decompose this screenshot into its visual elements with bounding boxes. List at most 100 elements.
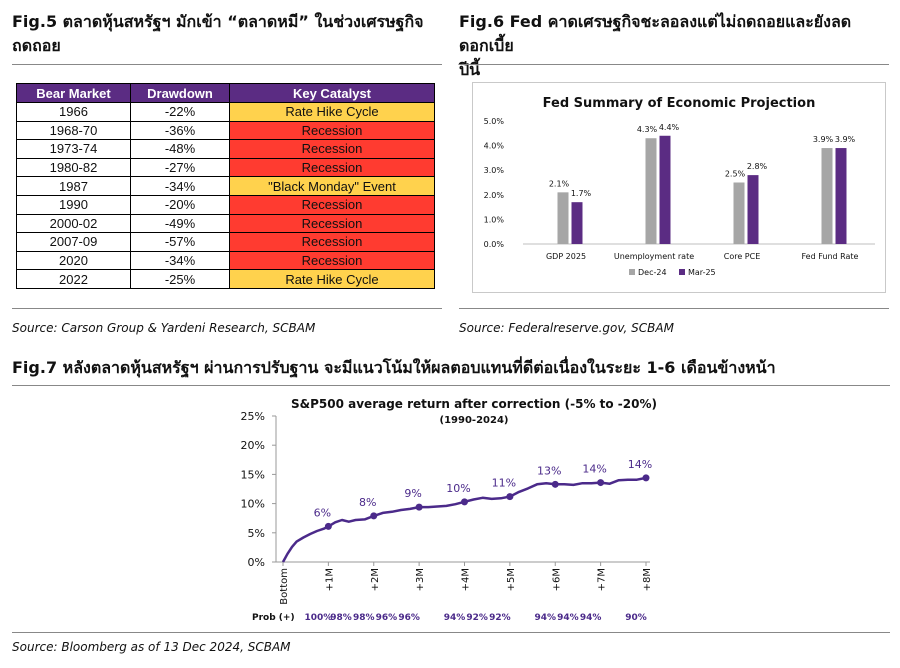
prob-value: 94% [557, 613, 579, 623]
prob-value: 94% [444, 613, 466, 623]
table-row: 2020 -34% Recession [16, 250, 435, 271]
header-drawdown: Drawdown [130, 83, 230, 103]
fed-y-tick-label: 0.0% [484, 240, 505, 249]
fed-x-category-label: Fed Fund Rate [802, 252, 859, 261]
sp500-marker-label: 10% [446, 482, 470, 495]
table-row: 1987 -34% "Black Monday" Event [16, 176, 435, 196]
fig5-source: Source: Carson Group & Yardeni Research,… [12, 321, 316, 335]
fed-bar-dec-24 [557, 192, 569, 244]
cell-drawdown: -48% [130, 139, 230, 159]
prob-value: 92% [489, 613, 511, 623]
fed-bar-dec-24 [821, 148, 833, 244]
cell-catalyst: Recession [229, 194, 435, 215]
sp500-marker-label: 14% [582, 463, 606, 476]
table-row: 2007-09 -57% Recession [16, 232, 435, 252]
cell-period: 1968-70 [16, 120, 131, 141]
table-row: 1980-82 -27% Recession [16, 157, 435, 178]
fed-bar-data-label: 4.4% [659, 123, 680, 132]
fed-bar-data-label: 3.9% [835, 135, 856, 144]
cell-period: 2007-09 [16, 232, 131, 252]
fig6-title-rule [459, 64, 889, 65]
sp500-marker-label: 11% [492, 477, 516, 490]
prob-row-label: Prob (+) [252, 613, 295, 623]
table-body: 1966 -22% Rate Hike Cycle 1968-70 -36% Recess… [16, 102, 435, 289]
fed-legend-swatch [679, 269, 685, 275]
cell-period: 1990 [16, 194, 131, 215]
cell-drawdown: -34% [130, 250, 230, 271]
prob-value: 96% [398, 613, 420, 623]
cell-drawdown: -25% [130, 269, 230, 289]
sp500-x-tick-label: +8M [642, 568, 653, 591]
table-row: 1973-74 -48% Recession [16, 139, 435, 159]
bear-market-table: Bear Market Drawdown Key Catalyst 1966 -2… [16, 83, 435, 289]
table-row: 2000-02 -49% Recession [16, 213, 435, 234]
cell-drawdown: -20% [130, 194, 230, 215]
sp500-y-tick-label: 0% [248, 556, 265, 569]
fig6-source: Source: Federalreserve.gov, SCBAM [459, 321, 674, 335]
fig6-title-line1: Fig.6 Fed คาดเศรษฐกิจชะลอลงแต่ไม่ถดถอยแล… [459, 12, 852, 55]
sp500-marker [415, 503, 423, 511]
header-key-catalyst: Key Catalyst [229, 83, 435, 103]
sp500-y-tick-label: 20% [241, 439, 265, 452]
cell-catalyst: "Black Monday" Event [229, 176, 435, 196]
cell-drawdown: -22% [130, 102, 230, 122]
fed-bar-dec-24 [645, 138, 657, 244]
fed-bar-data-label: 2.5% [725, 170, 746, 179]
fed-bar-mar-25 [835, 148, 847, 244]
cell-period: 1980-82 [16, 157, 131, 178]
cell-period: 2020 [16, 250, 131, 271]
sp500-marker [551, 480, 559, 488]
sp500-marker [461, 498, 468, 506]
fig5-title: Fig.5 ตลาดหุ้นสหรัฐฯ มักเข้า “ตลาดหมี” ใ… [12, 10, 442, 58]
cell-catalyst: Recession [229, 213, 435, 234]
table-row: 1966 -22% Rate Hike Cycle [16, 102, 435, 122]
fed-bar-data-label: 1.7% [571, 189, 592, 198]
sp500-marker-label: 9% [404, 487, 421, 500]
fed-projection-chart: Fed Summary of Economic Projection 0.0% 1… [484, 96, 875, 277]
prob-value: 100% [304, 613, 332, 623]
cell-period: 2000-02 [16, 213, 131, 234]
cell-catalyst: Recession [229, 250, 435, 271]
fig7-source: Source: Bloomberg as of 13 Dec 2024, SCB… [12, 640, 291, 654]
cell-drawdown: -36% [130, 120, 230, 141]
fed-x-category-label: Core PCE [724, 252, 761, 261]
cell-drawdown: -34% [130, 176, 230, 196]
sp500-x-tick-label: +6M [551, 568, 562, 591]
cell-period: 1987 [16, 176, 131, 196]
sp500-y-tick-label: 5% [248, 527, 265, 540]
sp500-marker-label: 6% [314, 506, 331, 519]
table-row: 1990 -20% Recession [16, 194, 435, 215]
prob-value: 90% [625, 613, 647, 623]
fig7-title-rule [12, 385, 890, 386]
sp500-marker-label: 13% [537, 464, 561, 477]
sp500-y-tick-label: 25% [241, 410, 265, 423]
sp500-x-tick-label: +1M [324, 568, 335, 591]
header-bear-market: Bear Market [16, 83, 131, 103]
cell-drawdown: -49% [130, 213, 230, 234]
prob-value: 98% [353, 613, 375, 623]
fed-legend-label: Mar-25 [688, 268, 716, 277]
prob-value: 96% [376, 613, 398, 623]
fig5-title-line2: ถดถอย [12, 36, 61, 55]
cell-period: 1973-74 [16, 139, 131, 159]
sp500-marker [506, 493, 514, 501]
sp500-marker [597, 479, 605, 487]
fed-y-tick-label: 2.0% [484, 191, 505, 200]
sp500-y-tick-label: 10% [241, 498, 265, 511]
sp500-x-tick-label: +3M [415, 568, 426, 591]
sp500-x-tick-label: +2M [370, 568, 381, 591]
cell-period: 1966 [16, 102, 131, 122]
prob-value: 92% [466, 613, 488, 623]
fed-bar-mar-25 [571, 202, 583, 244]
fig7-bottom-rule [12, 632, 890, 633]
fed-bar-data-label: 2.8% [747, 162, 768, 171]
sp500-x-tick-label: +4M [461, 568, 472, 591]
sp500-marker-label: 14% [628, 458, 652, 471]
sp500-chart-title: S&P500 average return after correction (… [291, 397, 657, 411]
sp500-marker [370, 512, 378, 520]
fed-y-tick-label: 5.0% [484, 117, 505, 126]
fig5-title-line1: Fig.5 ตลาดหุ้นสหรัฐฯ มักเข้า “ตลาดหมี” ใ… [12, 12, 424, 31]
fig5-title-rule [12, 64, 442, 65]
fig6-title-line2: ปีนี้ [459, 60, 481, 79]
sp500-marker-label: 8% [359, 496, 376, 509]
